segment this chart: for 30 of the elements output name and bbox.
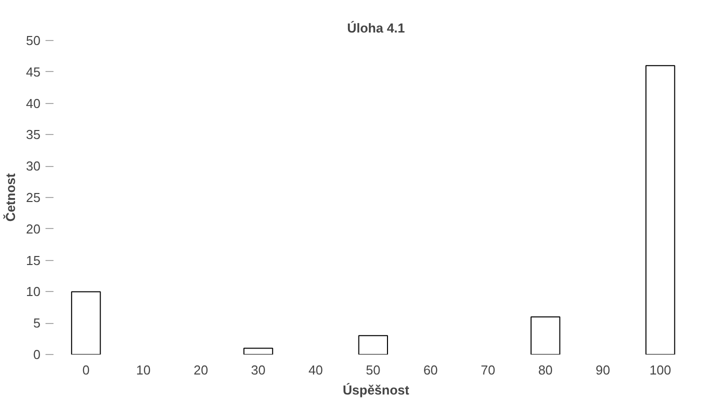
x-tick-label: 60 [423, 362, 438, 378]
y-tick-label: 30 [26, 158, 41, 174]
y-tick-label: 10 [26, 284, 41, 300]
y-tick-label: 15 [26, 252, 41, 268]
x-tick-label: 100 [649, 362, 672, 378]
x-tick-label: 0 [82, 362, 90, 378]
y-tick-label: 35 [26, 127, 41, 142]
y-axis-title: Četnost [3, 172, 18, 222]
chart-title: Úloha 4.1 [347, 20, 405, 36]
bar [358, 335, 388, 354]
y-tick-label: 0 [33, 347, 41, 362]
x-tick-label: 80 [538, 362, 553, 378]
x-tick-label: 90 [596, 362, 610, 378]
y-tick-label: 40 [26, 96, 41, 111]
bar [530, 316, 560, 354]
bar [243, 348, 274, 354]
y-tick-label: 20 [26, 221, 41, 236]
x-axis-title: Úspěšnost [342, 382, 410, 398]
x-tick-label: 20 [194, 362, 208, 378]
y-tick-label: 5 [33, 316, 41, 331]
x-tick-label: 70 [480, 362, 496, 378]
x-tick-label: 10 [136, 362, 151, 378]
y-tick-label: 45 [26, 64, 41, 80]
x-tick-label: 50 [366, 362, 380, 378]
y-tick-label: 50 [26, 33, 41, 48]
x-tick-label: 40 [308, 362, 323, 378]
y-tick-label: 25 [26, 190, 41, 205]
x-tick-label: 30 [251, 362, 266, 378]
bar [645, 65, 676, 354]
bar [71, 291, 101, 354]
